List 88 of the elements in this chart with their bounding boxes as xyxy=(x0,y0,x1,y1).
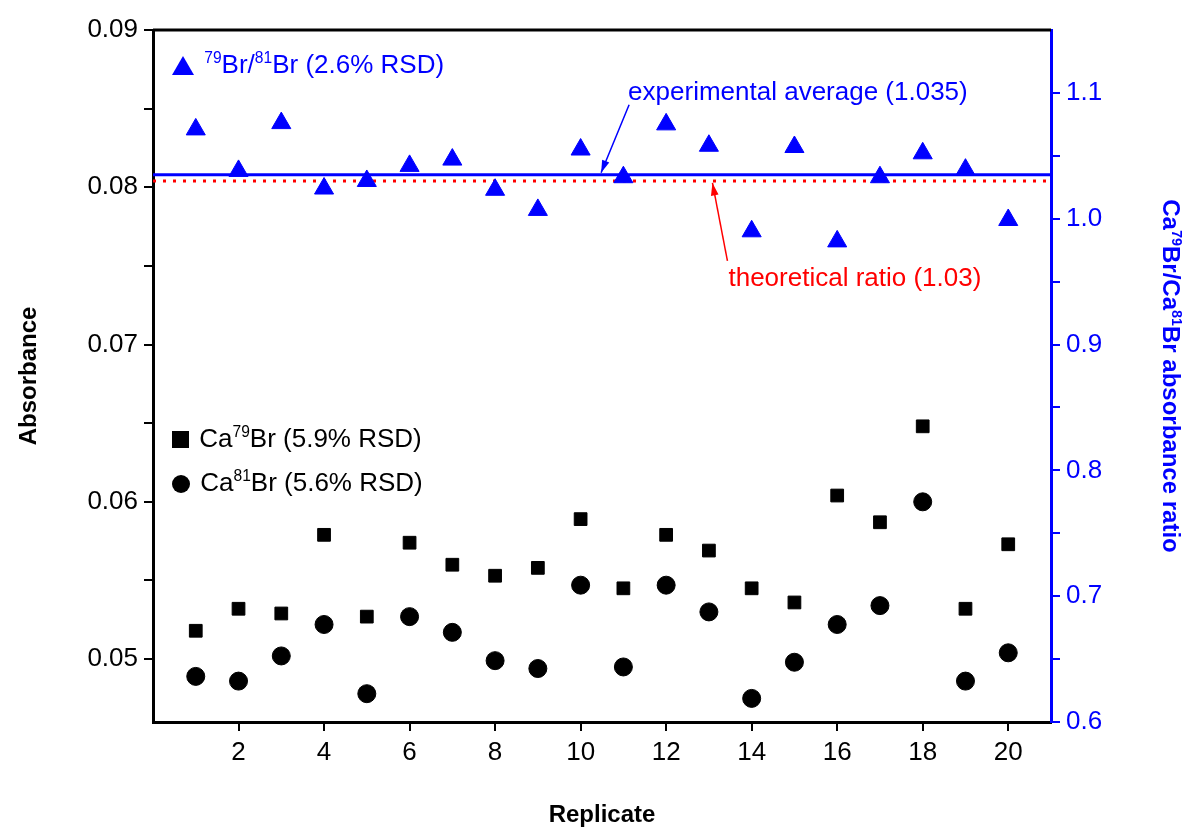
x-tick-label: 4 xyxy=(316,735,332,766)
y2-tick-label: 1.0 xyxy=(1066,201,1103,232)
point xyxy=(402,535,417,550)
point xyxy=(442,148,463,166)
point xyxy=(613,657,633,677)
point xyxy=(659,527,674,542)
y-tick-label: 0.05 xyxy=(87,642,138,673)
point xyxy=(741,219,762,238)
point xyxy=(357,684,377,704)
point xyxy=(528,659,548,679)
point xyxy=(356,169,377,187)
point xyxy=(915,419,930,434)
point xyxy=(744,581,759,596)
point xyxy=(445,557,460,572)
point xyxy=(571,575,591,595)
point xyxy=(1001,537,1016,552)
legend-label: Ca$^{79}$Br (5.9% RSD) xyxy=(198,421,422,455)
point xyxy=(188,623,203,638)
point xyxy=(702,543,716,558)
legend-label: $^{79}$Br/$^{81}$Br (2.6% RSD) xyxy=(203,47,445,81)
point xyxy=(271,111,292,130)
point xyxy=(787,595,802,610)
y-tick-label: 0.09 xyxy=(87,13,138,44)
point xyxy=(527,198,548,216)
point xyxy=(359,609,374,624)
point xyxy=(827,229,848,248)
point xyxy=(274,606,289,621)
y2-tick-label: 0.8 xyxy=(1066,453,1103,484)
ref-line-label: theoretical ratio (1.03) xyxy=(728,261,982,292)
x-tick-label: 8 xyxy=(487,735,503,766)
point xyxy=(317,527,331,542)
point xyxy=(573,512,588,526)
point xyxy=(314,177,335,195)
x-tick-label: 20 xyxy=(993,735,1023,766)
point xyxy=(998,208,1019,226)
point xyxy=(231,601,246,616)
y2-tick-label: 1.1 xyxy=(1066,76,1103,107)
point xyxy=(784,652,804,672)
x-tick-label: 18 xyxy=(908,735,938,766)
point xyxy=(488,568,502,583)
point xyxy=(699,602,719,622)
x-tick-label: 12 xyxy=(651,735,681,766)
point xyxy=(185,117,206,136)
x-tick-label: 14 xyxy=(737,735,767,766)
x-tick-label: 10 xyxy=(566,735,596,766)
point xyxy=(784,135,805,154)
x-tick-label: 16 xyxy=(822,735,852,766)
point xyxy=(399,154,420,172)
point xyxy=(958,601,973,616)
legend-label: Ca$^{81}$Br (5.6% RSD) xyxy=(199,465,423,499)
y2-tick-label: 0.7 xyxy=(1066,579,1103,610)
point xyxy=(400,607,420,627)
point xyxy=(998,643,1018,663)
point xyxy=(616,581,631,596)
x-tick-label: 2 xyxy=(231,735,246,766)
y2-tick-label: 0.6 xyxy=(1066,705,1103,736)
y-tick-label: 0.08 xyxy=(87,170,138,201)
point xyxy=(656,112,677,131)
y-tick-label: 0.07 xyxy=(87,327,138,358)
point xyxy=(827,614,847,634)
y-axis-title: Absorbance xyxy=(14,306,42,446)
y-tick-label: 0.06 xyxy=(87,484,138,515)
point xyxy=(570,138,591,156)
point xyxy=(442,622,462,642)
point xyxy=(742,688,762,708)
point xyxy=(530,561,545,575)
ref-line-label: experimental average (1.035) xyxy=(628,75,968,106)
point xyxy=(485,651,505,671)
point xyxy=(870,596,890,616)
point xyxy=(271,646,291,666)
y2-tick-label: 0.9 xyxy=(1066,327,1103,358)
point xyxy=(955,671,975,691)
point xyxy=(869,165,890,184)
point xyxy=(955,158,976,176)
point xyxy=(485,178,506,196)
point xyxy=(913,492,933,512)
x-tick-label: 6 xyxy=(402,735,417,766)
point xyxy=(656,575,676,595)
point xyxy=(228,159,249,177)
x-axis-title: Replicate xyxy=(548,800,656,828)
point xyxy=(613,165,634,184)
point xyxy=(229,671,249,691)
point xyxy=(830,488,845,503)
point xyxy=(186,666,206,686)
point xyxy=(314,614,334,634)
point xyxy=(698,134,719,152)
point xyxy=(912,141,933,160)
point xyxy=(873,515,887,530)
